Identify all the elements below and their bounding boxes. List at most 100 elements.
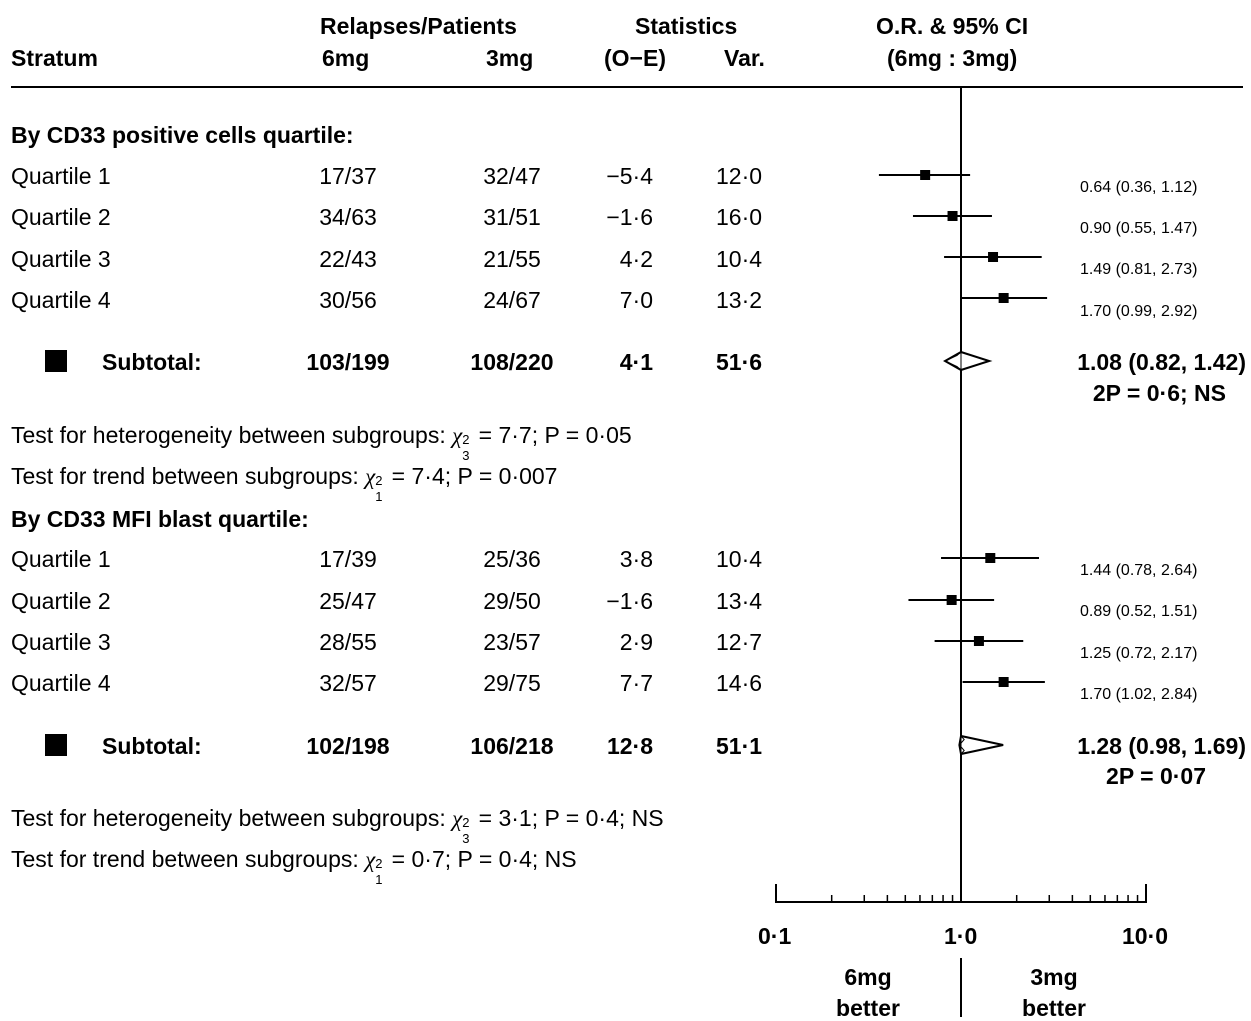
row-ci-text: 1.70 (0.99, 2.92) [1080,303,1198,320]
subtotal-ci-text: 1.28 (0.98, 1.69) [1077,733,1246,759]
row-6mg: 32/57 [319,670,377,696]
row-6mg: 34/63 [319,204,377,230]
or-square [946,595,957,605]
tick-label: 1·0 [944,923,978,949]
subtotal-o-e: 12·8 [606,733,653,759]
subtotal-diamond [958,734,1004,756]
header-var: Var. [724,45,765,71]
subtotal-var: 51·1 [716,733,763,759]
subtotal-label: Subtotal: [102,733,202,759]
row-var: 14·6 [716,670,763,696]
row-label: Quartile 1 [11,546,111,572]
or-square [985,553,996,563]
row-label: Quartile 1 [11,163,111,189]
row-6mg: 17/39 [319,546,377,572]
subtotal-6mg: 102/198 [306,733,390,759]
header-or-ci: O.R. & 95% CI [876,13,1029,39]
row-ci-text: 0.90 (0.55, 1.47) [1080,220,1198,237]
row-ci-text: 0.89 (0.52, 1.51) [1080,603,1198,620]
or-square [998,293,1009,303]
row-var: 12·0 [716,163,763,189]
row-label: Quartile 2 [11,588,111,614]
subtotal-diamond-inner [958,734,965,756]
subtotal-ci-text: 1.08 (0.82, 1.42) [1077,349,1246,375]
subtotal-3mg: 108/220 [470,349,554,375]
row-ci-text: 0.64 (0.36, 1.12) [1080,179,1198,196]
header-or-ci-sub: (6mg : 3mg) [887,45,1018,71]
header-stratum: Stratum [11,45,98,71]
subtotal-label: Subtotal: [102,349,202,375]
subtotal-p-text: 2P = 0·6; NS [1092,380,1226,406]
row-label: Quartile 3 [11,246,111,272]
row-3mg: 29/75 [483,670,541,696]
or-square [973,636,984,646]
or-square [947,211,958,221]
subtotal-3mg: 106/218 [470,733,554,759]
row-3mg: 24/67 [483,287,541,313]
row-o-e: −5·4 [606,163,653,189]
row-3mg: 29/50 [483,588,541,614]
row-3mg: 31/51 [483,204,541,230]
row-ci-text: 1.70 (1.02, 2.84) [1080,686,1198,703]
subtotal-diamond [943,350,993,372]
subtotal-square-icon [45,350,67,372]
group-title: By CD33 positive cells quartile: [11,122,354,148]
row-var: 16·0 [716,204,763,230]
row-var: 12·7 [716,629,763,655]
subtotal-diamond-inner [943,350,962,372]
right-favour-label-1: 3mg [1030,964,1078,990]
heterogeneity-test: Test for heterogeneity between subgroups… [11,422,632,463]
row-3mg: 21/55 [483,246,541,272]
row-var: 13·2 [716,287,763,313]
header-statistics: Statistics [635,13,738,39]
row-6mg: 30/56 [319,287,377,313]
row-label: Quartile 4 [11,670,111,696]
subtotal-square-icon [45,734,67,756]
row-o-e: 4·2 [619,246,653,272]
row-label: Quartile 2 [11,204,111,230]
left-favour-label-1: 6mg [844,964,892,990]
row-label: Quartile 4 [11,287,111,313]
tick-label: 0·1 [758,923,792,949]
header-rule [11,86,1243,88]
row-label: Quartile 3 [11,629,111,655]
row-3mg: 25/36 [483,546,541,572]
row-o-e: 7·0 [619,287,653,313]
header-6mg: 6mg [322,45,370,71]
or-square [998,677,1009,687]
subtotal-p-text: 2P = 0·07 [1106,763,1206,789]
row-o-e: 3·8 [619,546,653,572]
row-o-e: 2·9 [619,629,653,655]
row-o-e: −1·6 [606,204,653,230]
or-square [920,170,931,180]
group-title: By CD33 MFI blast quartile: [11,506,309,532]
subtotal-6mg: 103/199 [306,349,390,375]
row-3mg: 32/47 [483,163,541,189]
row-ci-text: 1.44 (0.78, 2.64) [1080,562,1198,579]
row-o-e: −1·6 [606,588,653,614]
row-6mg: 22/43 [319,246,377,272]
subtotal-var: 51·6 [716,349,763,375]
subtotal-o-e: 4·1 [619,349,653,375]
row-ci-text: 1.49 (0.81, 2.73) [1080,261,1198,278]
row-ci-text: 1.25 (0.72, 2.17) [1080,645,1198,662]
or-square [988,252,999,262]
header-3mg: 3mg [486,45,534,71]
row-o-e: 7·7 [619,670,653,696]
row-3mg: 23/57 [483,629,541,655]
tick-label: 10·0 [1122,923,1169,949]
row-6mg: 17/37 [319,163,377,189]
heterogeneity-test: Test for heterogeneity between subgroups… [11,805,664,846]
header-relapses-patients: Relapses/Patients [320,13,517,39]
row-var: 10·4 [716,246,763,272]
row-6mg: 25/47 [319,588,377,614]
row-var: 13·4 [716,588,763,614]
header-o-e: (O−E) [604,45,666,71]
left-favour-label-2: better [836,995,900,1021]
right-favour-label-2: better [1022,995,1086,1021]
row-6mg: 28/55 [319,629,377,655]
row-var: 10·4 [716,546,763,572]
